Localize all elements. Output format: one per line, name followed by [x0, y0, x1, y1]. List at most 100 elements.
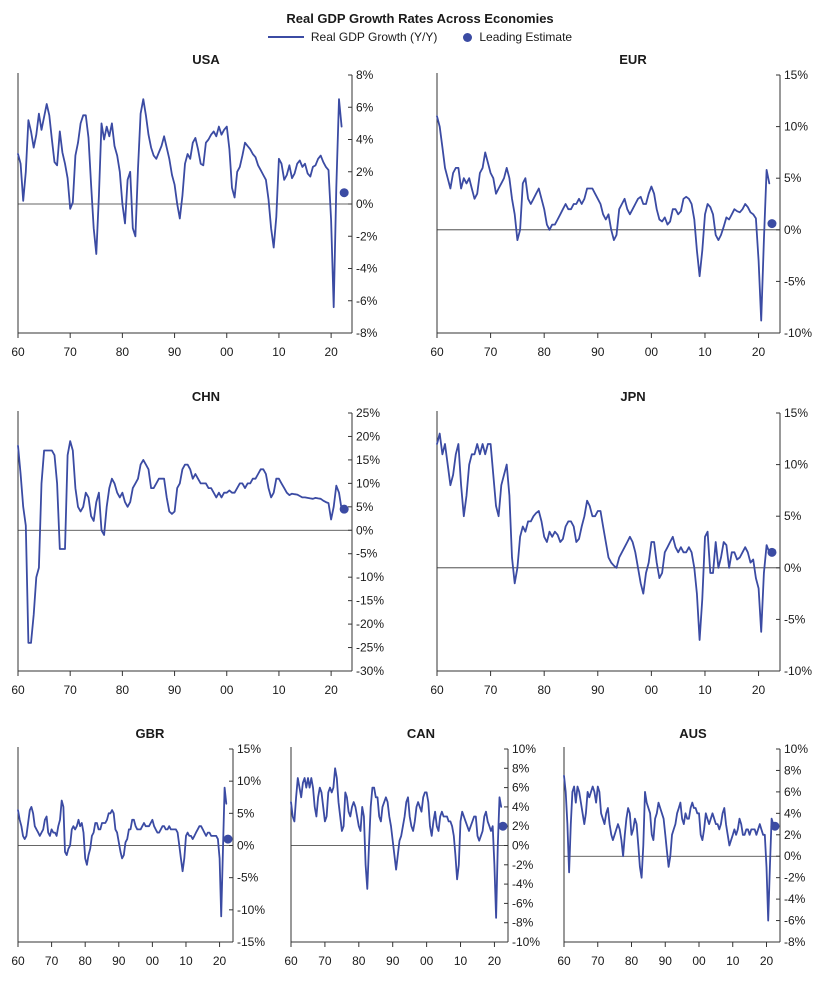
can-panel-title: CAN: [407, 726, 435, 741]
jpn-xtick-label: 20: [752, 683, 766, 697]
jpn-leading-estimate-dot: [767, 547, 777, 557]
chn-xtick-label: 00: [220, 683, 234, 697]
can-ytick-label: -6%: [512, 896, 534, 910]
usa-leading-estimate-dot: [339, 188, 349, 198]
chn-xtick-label: 80: [116, 683, 130, 697]
gbr-xtick-label: 90: [112, 954, 126, 968]
dot-swatch-icon: [463, 32, 473, 42]
aus-series-line: [563, 774, 775, 922]
legend-line-label: Real GDP Growth (Y/Y): [310, 30, 438, 44]
usa-xtick-label: 00: [220, 345, 234, 359]
usa-ytick-label: -2%: [356, 229, 378, 243]
can-ytick-label: 0%: [512, 839, 530, 853]
can-ytick-label: 4%: [512, 800, 530, 814]
eur-leading-estimate-dot: [767, 219, 777, 229]
eur-xtick-label: 20: [752, 345, 766, 359]
gbr-ytick-label: 5%: [237, 806, 255, 820]
aus-xtick-label: 20: [760, 954, 774, 968]
jpn-xtick-label: 80: [538, 683, 552, 697]
jpn-panel-title: JPN: [620, 389, 645, 404]
can-xtick-label: 80: [352, 954, 366, 968]
chn-ytick-label: 25%: [356, 406, 380, 420]
jpn-xtick-label: 00: [645, 683, 659, 697]
gbr-xtick-label: 20: [213, 954, 227, 968]
chn-ytick-label: -15%: [356, 594, 384, 608]
jpn-ytick-label: -10%: [784, 664, 812, 678]
can-series-line: [290, 767, 503, 919]
eur-ytick-label: 15%: [784, 68, 808, 82]
eur-xtick-label: 00: [645, 345, 659, 359]
chn-ytick-label: 20%: [356, 429, 380, 443]
eur-xtick-label: 80: [538, 345, 552, 359]
can-xtick-label: 00: [420, 954, 434, 968]
can-xtick-label: 90: [386, 954, 400, 968]
aus-leading-estimate-dot: [770, 821, 780, 831]
usa-xtick-label: 60: [11, 345, 25, 359]
aus-panel-title: AUS: [679, 726, 707, 741]
usa-ytick-label: 6%: [356, 100, 374, 114]
can-ytick-label: -8%: [512, 916, 534, 930]
aus-ytick-label: 4%: [784, 806, 802, 820]
eur-ytick-label: 0%: [784, 223, 802, 237]
gbr-xtick-label: 00: [146, 954, 160, 968]
chn-xtick-label: 90: [168, 683, 182, 697]
aus-ytick-label: 0%: [784, 849, 802, 863]
eur-ytick-label: -10%: [784, 326, 812, 340]
eur-xtick-label: 60: [430, 345, 444, 359]
eur-series-line: [436, 115, 771, 322]
usa-ytick-label: -4%: [356, 262, 378, 276]
chn-ytick-label: 0%: [356, 523, 374, 537]
aus-ytick-label: -8%: [784, 935, 806, 949]
can-xtick-label: 60: [284, 954, 298, 968]
jpn-ytick-label: -5%: [784, 612, 806, 626]
chn-ytick-label: -10%: [356, 570, 384, 584]
gbr-ytick-label: 10%: [237, 774, 261, 788]
usa-xtick-label: 10: [272, 345, 286, 359]
aus-xtick-label: 90: [659, 954, 673, 968]
usa-ytick-label: 0%: [356, 197, 374, 211]
aus-xtick-label: 00: [692, 954, 706, 968]
eur-panel-title: EUR: [619, 52, 647, 67]
chn-xtick-label: 60: [11, 683, 25, 697]
can-ytick-label: 2%: [512, 819, 530, 833]
aus-ytick-label: 6%: [784, 785, 802, 799]
legend-item-line: Real GDP Growth (Y/Y): [267, 30, 438, 44]
can-ytick-label: -4%: [512, 877, 534, 891]
chn-ytick-label: -5%: [356, 547, 378, 561]
aus-ytick-label: -6%: [784, 914, 806, 928]
chn-panel-title: CHN: [192, 389, 220, 404]
usa-ytick-label: -8%: [356, 326, 378, 340]
jpn-series-line: [436, 432, 771, 641]
gbr-leading-estimate-dot: [223, 834, 233, 844]
usa-ytick-label: 2%: [356, 165, 374, 179]
can-xtick-label: 70: [318, 954, 332, 968]
eur-xtick-label: 70: [484, 345, 498, 359]
chn-ytick-label: -30%: [356, 664, 384, 678]
jpn-ytick-label: 15%: [784, 406, 808, 420]
line-swatch-icon: [267, 36, 304, 38]
gbr-ytick-label: 15%: [237, 742, 261, 756]
usa-xtick-label: 90: [168, 345, 182, 359]
can-ytick-label: 6%: [512, 781, 530, 795]
figure-title: Real GDP Growth Rates Across Economies: [286, 11, 554, 26]
usa-panel-title: USA: [192, 52, 220, 67]
jpn-xtick-label: 90: [591, 683, 605, 697]
aus-xtick-label: 70: [591, 954, 605, 968]
usa-xtick-label: 20: [324, 345, 338, 359]
jpn-ytick-label: 5%: [784, 509, 802, 523]
can-xtick-label: 20: [488, 954, 502, 968]
chn-xtick-label: 70: [64, 683, 78, 697]
eur-ytick-label: -5%: [784, 274, 806, 288]
jpn-xtick-label: 10: [698, 683, 712, 697]
usa-xtick-label: 80: [116, 345, 130, 359]
chn-leading-estimate-dot: [339, 504, 349, 514]
chn-ytick-label: 5%: [356, 500, 374, 514]
usa-xtick-label: 70: [64, 345, 78, 359]
aus-ytick-label: -4%: [784, 892, 806, 906]
usa-ytick-label: 8%: [356, 68, 374, 82]
gbr-xtick-label: 70: [45, 954, 59, 968]
legend: Real GDP Growth (Y/Y) Leading Estimate: [0, 30, 840, 44]
jpn-xtick-label: 70: [484, 683, 498, 697]
gbr-xtick-label: 60: [11, 954, 25, 968]
